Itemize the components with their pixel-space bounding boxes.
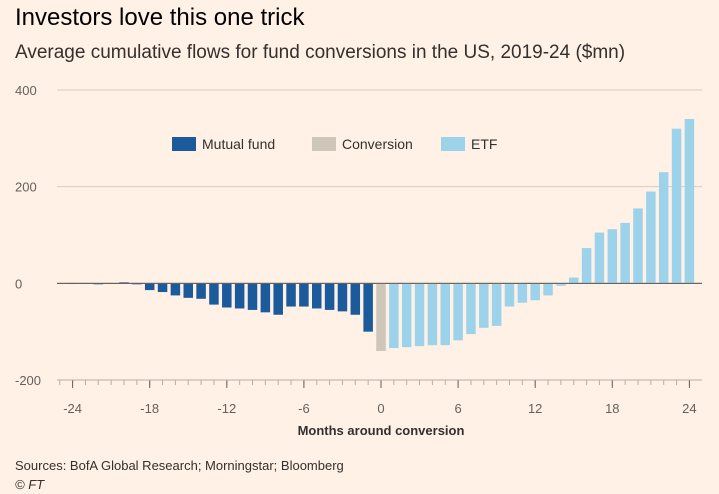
bar (170, 283, 181, 296)
bar (453, 283, 463, 341)
bar (479, 283, 489, 328)
x-tick-label: -18 (140, 401, 159, 416)
bar (504, 283, 515, 307)
bar (157, 283, 168, 293)
x-tick-label: 12 (528, 401, 542, 416)
x-axis-label: Months around conversion (298, 423, 465, 438)
bar (389, 283, 399, 349)
bar (671, 128, 682, 284)
ft-credit: © FT (15, 477, 45, 492)
bar (196, 283, 206, 299)
bar (466, 283, 476, 335)
bar (324, 283, 335, 310)
bar (427, 283, 438, 346)
x-tick-label: -12 (217, 401, 236, 416)
legend-label: Mutual fund (202, 136, 275, 152)
bar (607, 229, 618, 284)
legend-swatch (312, 137, 336, 151)
y-tick-label: 200 (15, 180, 37, 195)
y-tick-label: 0 (15, 276, 22, 291)
legend-label: ETF (471, 136, 497, 152)
bar (658, 172, 669, 284)
x-tick-label: 18 (605, 401, 619, 416)
bar (569, 277, 579, 284)
bar (234, 283, 245, 309)
bar (401, 283, 412, 348)
legend-swatch (172, 137, 196, 151)
bar (646, 191, 656, 284)
y-tick-label: 400 (15, 83, 37, 98)
bar (414, 283, 425, 347)
chart-subtitle: Average cumulative flows for fund conver… (15, 42, 626, 63)
bar (247, 283, 258, 310)
bar (581, 248, 592, 284)
bar (183, 283, 193, 298)
bar (363, 283, 373, 332)
bar (209, 283, 219, 305)
bar (273, 283, 283, 315)
x-tick-label: 24 (682, 401, 696, 416)
x-tick-label: 6 (454, 401, 461, 416)
x-tick-label: -24 (63, 401, 82, 416)
bar (594, 232, 605, 284)
bar (530, 283, 540, 301)
bar (350, 283, 361, 315)
bar (620, 222, 630, 284)
bar (517, 283, 528, 303)
bar (543, 283, 553, 296)
x-tick-label: -6 (298, 401, 310, 416)
legend-swatch (441, 137, 465, 151)
bar (312, 283, 322, 309)
bar (633, 208, 643, 284)
bar (286, 283, 296, 307)
bar (260, 283, 271, 313)
x-tick-label: 0 (377, 401, 384, 416)
bar (144, 283, 155, 291)
bar (684, 119, 695, 284)
bar (299, 283, 309, 307)
bar (556, 283, 566, 286)
legend-label: Conversion (342, 136, 413, 152)
sources-note: Sources: BofA Global Research; Morningst… (15, 458, 344, 473)
bar (376, 283, 386, 351)
bar (440, 283, 450, 346)
chart-title: Investors love this one trick (15, 4, 305, 31)
bar (222, 283, 232, 308)
y-tick-label: -200 (15, 373, 41, 388)
bar (337, 283, 348, 312)
bar (491, 283, 502, 326)
